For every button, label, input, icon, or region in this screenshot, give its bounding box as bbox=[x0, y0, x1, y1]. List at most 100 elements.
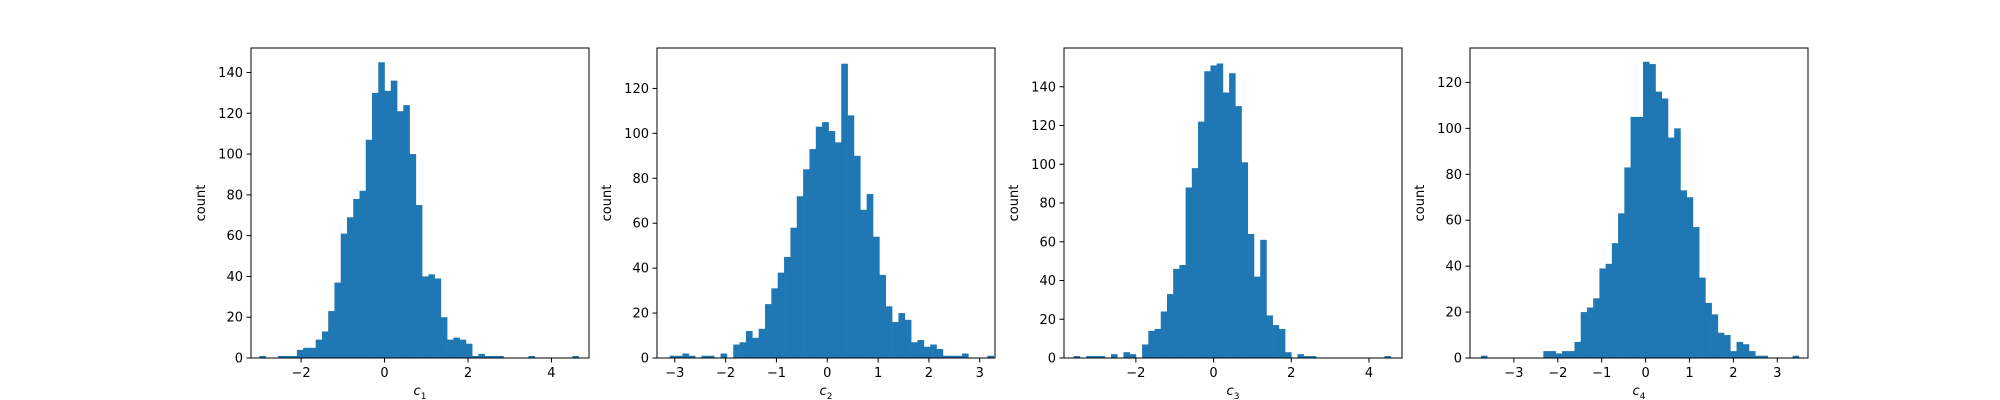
histogram-bar bbox=[1549, 351, 1557, 358]
histogram-bar bbox=[1204, 71, 1211, 358]
axes-frame bbox=[656, 47, 996, 359]
histogram-bar bbox=[284, 355, 291, 358]
histogram-bar bbox=[1216, 63, 1224, 358]
histogram-bar bbox=[892, 322, 899, 358]
histogram-bar bbox=[1098, 356, 1106, 358]
x-tick-label: 0 bbox=[823, 366, 831, 381]
histogram-bar bbox=[745, 331, 753, 358]
y-tick-label: 0 bbox=[1454, 352, 1462, 367]
axes-frame bbox=[1063, 47, 1403, 359]
histogram-bar bbox=[955, 355, 963, 358]
histogram-bar bbox=[879, 274, 887, 358]
histogram-bar bbox=[378, 62, 385, 358]
y-tick-label: 40 bbox=[632, 262, 649, 277]
x-axis-label-base: c bbox=[1633, 384, 1640, 399]
x-axis-label: c4 bbox=[1633, 384, 1646, 400]
y-tick-label: 0 bbox=[1048, 352, 1056, 367]
y-tick-label: 40 bbox=[1039, 274, 1056, 289]
histogram-bar bbox=[1586, 307, 1594, 358]
x-tick-label: 3 bbox=[976, 366, 984, 381]
histogram-bar bbox=[296, 349, 304, 358]
histogram-bar bbox=[353, 198, 360, 358]
histogram-bar bbox=[359, 190, 367, 358]
histogram-bar bbox=[1285, 352, 1292, 358]
histogram-bar bbox=[765, 304, 772, 358]
x-tick-label: −2 bbox=[1126, 366, 1145, 381]
histogram-bar bbox=[259, 355, 266, 358]
histogram-bar bbox=[422, 276, 429, 358]
histogram-bar bbox=[707, 355, 715, 358]
x-axis-label: c3 bbox=[1227, 384, 1240, 400]
histogram-bar bbox=[478, 353, 485, 358]
histogram-bar bbox=[465, 343, 473, 358]
histogram-bar bbox=[428, 274, 435, 358]
histogram-bar bbox=[1724, 335, 1731, 358]
x-tick-label: 2 bbox=[925, 366, 933, 381]
x-axis-label-subscript: 1 bbox=[421, 392, 427, 400]
histogram-bar bbox=[1480, 355, 1488, 358]
histogram-bar bbox=[949, 355, 956, 358]
histogram-bar bbox=[1680, 190, 1687, 358]
histogram-bar bbox=[1761, 355, 1768, 358]
histogram-bar bbox=[1593, 298, 1600, 358]
histogram-bar bbox=[440, 317, 448, 358]
y-tick-label: 120 bbox=[624, 82, 649, 97]
histogram-bar bbox=[1711, 314, 1719, 358]
y-axis-label: count bbox=[600, 185, 615, 222]
histogram-bars bbox=[259, 62, 579, 359]
x-tick-label: 2 bbox=[1287, 366, 1295, 381]
histogram-bar bbox=[777, 272, 785, 358]
histogram-bar bbox=[340, 233, 348, 358]
y-axis-ticks: 0 20 40 60 80 100 120 140 bbox=[218, 66, 251, 367]
x-tick-label: −1 bbox=[1592, 366, 1611, 381]
histogram-bar bbox=[1692, 227, 1700, 358]
x-tick-label: 0 bbox=[1209, 366, 1217, 381]
histogram-bar bbox=[315, 339, 323, 358]
x-tick-label: −3 bbox=[1504, 366, 1523, 381]
histogram-bar bbox=[771, 288, 779, 358]
histogram-bar bbox=[1185, 187, 1193, 358]
x-axis-ticks: −3 −2 −1 0 1 2 3 bbox=[1504, 358, 1781, 381]
histogram-bar bbox=[853, 155, 861, 358]
histogram-bar bbox=[1636, 116, 1644, 358]
histogram-bar bbox=[1191, 168, 1199, 359]
x-axis-label-base: c bbox=[414, 384, 421, 399]
histogram-bar bbox=[739, 342, 747, 358]
y-tick-label: 100 bbox=[1437, 122, 1462, 137]
x-axis-label-subscript: 2 bbox=[827, 392, 833, 400]
histogram-bar bbox=[1166, 294, 1174, 358]
y-tick-label: 40 bbox=[1445, 260, 1462, 275]
x-tick-label: 0 bbox=[380, 366, 388, 381]
histogram-bar bbox=[1736, 341, 1744, 358]
histogram-bar bbox=[758, 328, 766, 358]
x-axis-label-subscript: 3 bbox=[1234, 392, 1240, 400]
histogram-bar bbox=[815, 126, 823, 359]
y-tick-label: 60 bbox=[632, 217, 649, 232]
histogram-bar bbox=[1649, 64, 1656, 358]
histogram-bar bbox=[841, 63, 848, 358]
y-tick-label: 20 bbox=[1039, 313, 1056, 328]
y-tick-label: 0 bbox=[641, 352, 649, 367]
histogram-bar bbox=[803, 169, 810, 358]
histogram-bar bbox=[1643, 61, 1650, 358]
histogram-bar bbox=[384, 90, 392, 358]
histogram-bar bbox=[720, 353, 728, 358]
histogram-bar bbox=[1742, 344, 1750, 358]
histogram-bar bbox=[459, 339, 467, 358]
histogram-bar bbox=[1241, 162, 1249, 358]
histogram-bar bbox=[1173, 268, 1180, 359]
y-tick-label: 140 bbox=[1031, 80, 1056, 95]
histogram-bar bbox=[1618, 213, 1625, 358]
histogram-bar bbox=[290, 355, 298, 358]
y-tick-label: 60 bbox=[1445, 214, 1462, 229]
histogram-bar bbox=[1717, 332, 1725, 358]
histogram-bar bbox=[1755, 355, 1762, 358]
histogram-bar bbox=[1384, 356, 1392, 358]
histogram-bar bbox=[1229, 73, 1236, 358]
histogram-bar bbox=[1210, 65, 1217, 358]
y-axis-label: count bbox=[194, 185, 209, 222]
histogram-bars bbox=[1480, 61, 1800, 359]
histogram-bar bbox=[1555, 353, 1563, 358]
histogram-bar bbox=[1605, 263, 1613, 358]
y-axis-label: count bbox=[1413, 185, 1428, 222]
